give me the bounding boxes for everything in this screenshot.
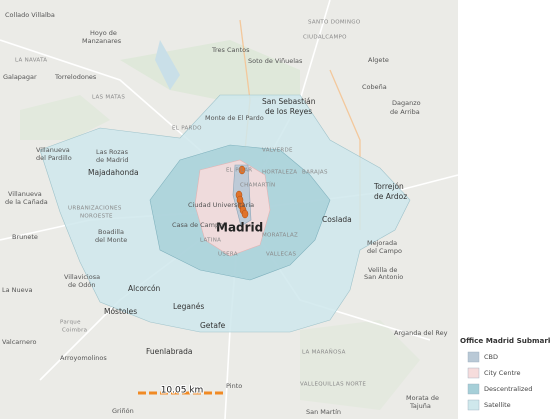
- legend-swatch: [467, 367, 480, 379]
- place-labels: Collado Villalba Hoyo de Manzanares LA N…: [2, 11, 448, 416]
- place-label: USERA: [218, 252, 238, 258]
- legend-title: Office Madrid Submarkets: [460, 336, 550, 345]
- place-label: Alcorcón: [128, 284, 161, 293]
- place-label: NOROESTE: [80, 214, 113, 220]
- place-label: Torrejón: [373, 182, 404, 191]
- place-label: de Arriba: [390, 108, 420, 116]
- city-centre-area: [194, 159, 271, 257]
- place-label: Morata de: [406, 394, 439, 402]
- place-label: Hoyo de: [90, 29, 117, 37]
- place-label: de los Reyes: [265, 107, 312, 116]
- place-label: de la Cañada: [5, 198, 48, 206]
- legend-label: Descentralized: [484, 385, 532, 393]
- place-label: Collado Villalba: [5, 11, 55, 19]
- place-label: CHAMARTÍN: [240, 182, 275, 189]
- place-label: Arroyomolinos: [60, 354, 107, 362]
- place-label: Tres Cantos: [211, 46, 250, 54]
- place-label: Daganzo: [392, 99, 421, 107]
- legend: Office Madrid Submarkets CBD City Centre D…: [460, 336, 550, 411]
- legend-swatch: [467, 399, 480, 411]
- place-label: Coimbra: [62, 328, 87, 334]
- legend-swatch: [467, 351, 480, 363]
- place-label: VALLECAS: [266, 252, 296, 258]
- place-label: Velilla de: [368, 266, 397, 274]
- place-label: San Martín: [306, 408, 341, 416]
- place-label: Manzanares: [82, 37, 122, 45]
- legend-label: City Centre: [484, 369, 521, 377]
- office-markers: [235, 165, 249, 219]
- legend-swatch: [467, 383, 480, 395]
- place-label: San Sebastián: [262, 97, 316, 106]
- place-label: MORATALAZ: [262, 233, 298, 239]
- place-label: LATINA: [200, 238, 221, 244]
- place-label: Parque: [60, 320, 81, 326]
- place-label: Tajuña: [409, 402, 431, 410]
- place-label: VALLEQUILLAS NORTE: [300, 382, 366, 388]
- place-label: Galapagar: [3, 73, 37, 81]
- place-label: Getafe: [200, 321, 226, 330]
- place-label: del Monte: [95, 236, 127, 244]
- place-label: Boadilla: [98, 228, 124, 236]
- place-label: Valcarnero: [2, 338, 36, 346]
- place-label: del Pardillo: [36, 154, 72, 162]
- place-label: Arganda del Rey: [394, 329, 448, 337]
- place-label: San Antonio: [364, 273, 403, 281]
- place-label: Villaviciosa: [64, 273, 100, 281]
- place-label: SANTO DOMINGO: [308, 20, 361, 26]
- place-label: de Ardoz: [374, 192, 407, 201]
- place-label: HORTALEZA: [262, 170, 297, 176]
- place-label: Ciudad Universitaria: [188, 201, 254, 209]
- place-label: LA MARAÑOSA: [302, 349, 346, 356]
- place-label: CIUDALCAMPO: [303, 35, 347, 41]
- place-label: LA NAVATA: [15, 58, 47, 64]
- place-label: Madrid: [216, 221, 263, 235]
- place-label: Coslada: [322, 215, 352, 224]
- place-label: Leganés: [173, 302, 204, 311]
- place-label: Mejorada: [367, 239, 397, 247]
- place-label: Soto de Viñuelas: [248, 57, 303, 65]
- place-label: Monte de El Pardo: [205, 114, 264, 122]
- scale-label: 10.05 km: [161, 386, 204, 396]
- place-label: Algete: [368, 56, 389, 64]
- place-label: La Nueva: [2, 286, 32, 294]
- place-label: BARAJAS: [302, 170, 328, 176]
- legend-label: CBD: [484, 353, 498, 361]
- legend-label: Satellite: [484, 401, 511, 409]
- place-label: Cobeña: [362, 83, 387, 91]
- place-label: Torrelodones: [54, 73, 97, 81]
- place-label: VALVERDE: [262, 148, 293, 154]
- place-label: del Campo: [367, 247, 402, 255]
- scale-bar: 10.05 km: [138, 385, 226, 397]
- side-panel: [458, 0, 550, 419]
- terrain: [20, 40, 420, 410]
- place-label: Villanueva: [36, 146, 70, 154]
- place-label: Las Rozas: [96, 148, 129, 156]
- place-label: Fuenlabrada: [146, 347, 193, 356]
- place-label: URBANIZACIONES: [68, 206, 122, 212]
- place-label: Majadahonda: [88, 168, 139, 177]
- place-label: Móstoles: [104, 307, 137, 316]
- place-label: Pinto: [226, 382, 242, 390]
- place-label: Griñón: [112, 407, 134, 415]
- place-label: EL PARDO: [172, 126, 202, 132]
- place-label: EL PILAR: [226, 168, 252, 174]
- place-label: Casa de Campo: [172, 221, 223, 229]
- place-label: Brunete: [12, 233, 38, 241]
- place-label: de Odón: [68, 281, 96, 289]
- place-label: LAS MATAS: [92, 95, 125, 101]
- place-label: de Madrid: [96, 156, 129, 164]
- place-label: Villanueva: [8, 190, 42, 198]
